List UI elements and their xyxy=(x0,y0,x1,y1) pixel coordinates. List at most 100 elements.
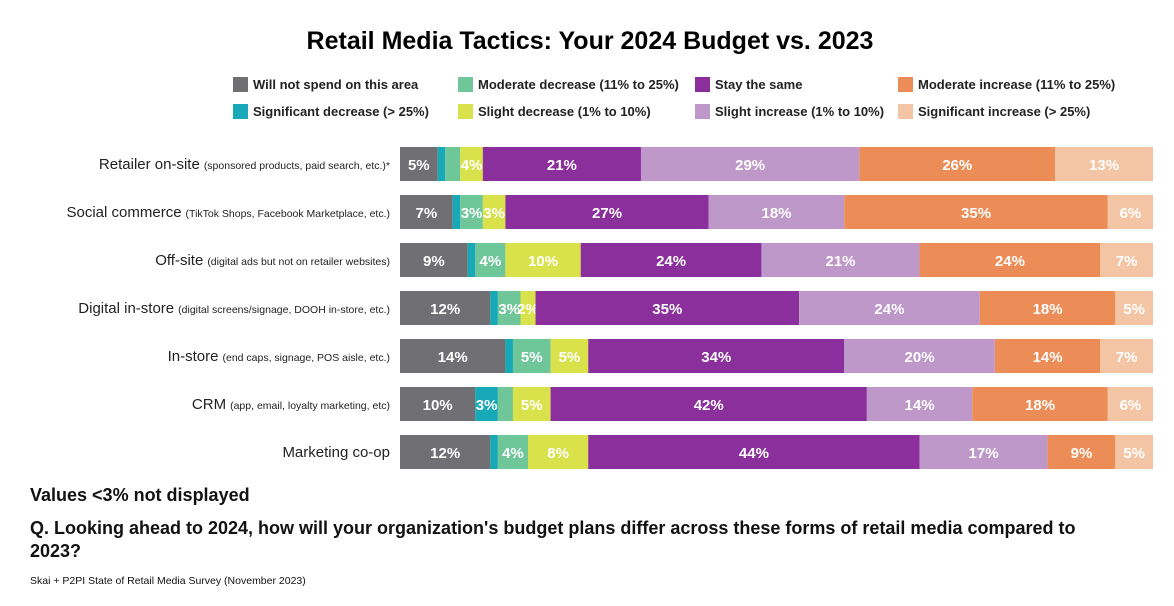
bar-segment xyxy=(505,243,581,277)
legend-swatch xyxy=(458,104,473,119)
legend-item: Slight increase (1% to 10%) xyxy=(695,104,884,119)
bar-segment xyxy=(512,387,551,421)
bar-segment xyxy=(535,291,800,325)
legend-item: Significant increase (> 25%) xyxy=(898,104,1090,119)
bar-segment xyxy=(400,243,468,277)
data-label: 12% xyxy=(430,301,460,318)
survey-question: Q. Looking ahead to 2024, how will your … xyxy=(30,518,1076,561)
data-label: 3% xyxy=(498,301,520,318)
row-label-sub: (sponsored products, paid search, etc.)* xyxy=(204,160,390,172)
data-label: 18% xyxy=(1025,397,1055,414)
row-label-main: Digital in-store xyxy=(78,300,174,317)
bar-segment xyxy=(588,435,920,469)
legend-swatch xyxy=(233,104,248,119)
bar-segment xyxy=(490,291,498,325)
data-label: 24% xyxy=(995,253,1025,270)
data-label: 34% xyxy=(701,349,731,366)
bar-segment xyxy=(520,291,536,325)
bar-segment xyxy=(400,147,438,181)
data-label: 7% xyxy=(416,205,438,222)
bar-segment xyxy=(452,195,461,229)
data-label: 3% xyxy=(476,397,498,414)
data-label: 8% xyxy=(547,445,569,462)
row-label-sub: (app, email, loyalty marketing, etc) xyxy=(230,400,390,412)
footnote-values: Values <3% not displayed xyxy=(30,485,250,505)
data-label: 24% xyxy=(656,253,686,270)
data-label: 27% xyxy=(592,205,622,222)
row-labels: Retailer on-site (sponsored products, pai… xyxy=(67,156,391,461)
legend-swatch xyxy=(695,77,710,92)
bar-segment xyxy=(505,195,709,229)
legend-label: Significant decrease (> 25%) xyxy=(253,104,429,119)
bar-segment xyxy=(1100,339,1153,373)
legend-swatch xyxy=(233,77,248,92)
row-label-sub: (end caps, signage, POS aisle, etc.) xyxy=(222,352,390,364)
data-label: 12% xyxy=(430,445,460,462)
row-label-sub: (digital ads but not on retailer website… xyxy=(207,256,390,268)
bar-segment xyxy=(588,339,845,373)
bar-row: 7% 3% 3% 27% 18% 35% 6% xyxy=(400,195,1153,229)
legend-item: Stay the same xyxy=(695,77,802,92)
legend-label: Stay the same xyxy=(715,77,802,92)
bar-segment xyxy=(400,291,491,325)
bar-segment xyxy=(475,387,498,421)
bar-segment xyxy=(497,291,521,325)
bar-segment xyxy=(490,435,498,469)
data-label: 26% xyxy=(942,157,972,174)
legend-label: Moderate increase (11% to 25%) xyxy=(918,77,1115,92)
bar-segment xyxy=(482,147,641,181)
bar-segment xyxy=(1115,435,1153,469)
data-label: 21% xyxy=(547,157,577,174)
data-label: 4% xyxy=(502,445,524,462)
row-label: In-store (end caps, signage, POS aisle, e… xyxy=(168,348,390,365)
legend-item: Will not spend on this area xyxy=(233,77,419,92)
bar-segment xyxy=(400,435,491,469)
data-label: 21% xyxy=(825,253,855,270)
data-label: 18% xyxy=(1033,301,1063,318)
data-label: 7% xyxy=(1116,253,1138,270)
row-label-main: Social commerce xyxy=(67,204,182,221)
bar-row: 5% 4% 21% 29% 26% 13% xyxy=(400,147,1153,181)
data-label: 5% xyxy=(408,157,430,174)
data-label: 24% xyxy=(874,301,904,318)
data-label: 14% xyxy=(905,397,935,414)
bar-segment xyxy=(1055,147,1153,181)
legend-swatch xyxy=(898,77,913,92)
legend-swatch xyxy=(695,104,710,119)
bar-segment xyxy=(1107,195,1153,229)
bar-segment xyxy=(979,291,1116,325)
bar-row: 9% 4% 10% 24% 21% 24% 7% xyxy=(400,243,1153,277)
row-label: Retailer on-site (sponsored products, pai… xyxy=(99,156,390,173)
row-label-main: Marketing co-op xyxy=(282,444,390,461)
bar-segment xyxy=(994,339,1101,373)
data-label: 9% xyxy=(1071,445,1093,462)
legend: Will not spend on this area Moderate decr… xyxy=(233,77,1115,119)
bar-segment xyxy=(550,387,867,421)
legend-item: Slight decrease (1% to 10%) xyxy=(458,104,651,119)
legend-item: Moderate decrease (11% to 25%) xyxy=(458,77,679,92)
source-note: Skai + P2PI State of Retail Media Survey… xyxy=(30,575,306,587)
bar-segment xyxy=(460,147,483,181)
data-label: 35% xyxy=(652,301,682,318)
bar-segment xyxy=(400,339,506,373)
bar-segment xyxy=(475,243,506,277)
data-label: 18% xyxy=(761,205,791,222)
row-label-main: CRM xyxy=(192,396,226,413)
data-label: 9% xyxy=(423,253,445,270)
row-label: Digital in-store (digital screens/signage… xyxy=(78,300,390,317)
bar-segment xyxy=(640,147,860,181)
bar-segment xyxy=(550,339,589,373)
legend-item: Moderate increase (11% to 25%) xyxy=(898,77,1115,92)
bar-segment xyxy=(799,291,980,325)
bar-row: 14% 5% 5% 34% 20% 14% 7% xyxy=(400,339,1153,373)
row-label-main: Retailer on-site xyxy=(99,156,200,173)
data-label: 10% xyxy=(528,253,558,270)
data-label: 17% xyxy=(969,445,999,462)
bar-segment xyxy=(400,387,476,421)
bar-segment xyxy=(512,339,551,373)
bars: 5% 4% 21% 29% 26% 13%7% 3% 3% 27% 18% 35% 6%9% 4% 10%… xyxy=(400,147,1153,469)
bar-segment xyxy=(1107,387,1153,421)
bar-segment xyxy=(445,147,461,181)
row-label: Off-site (digital ads but not on retailer… xyxy=(155,252,390,269)
